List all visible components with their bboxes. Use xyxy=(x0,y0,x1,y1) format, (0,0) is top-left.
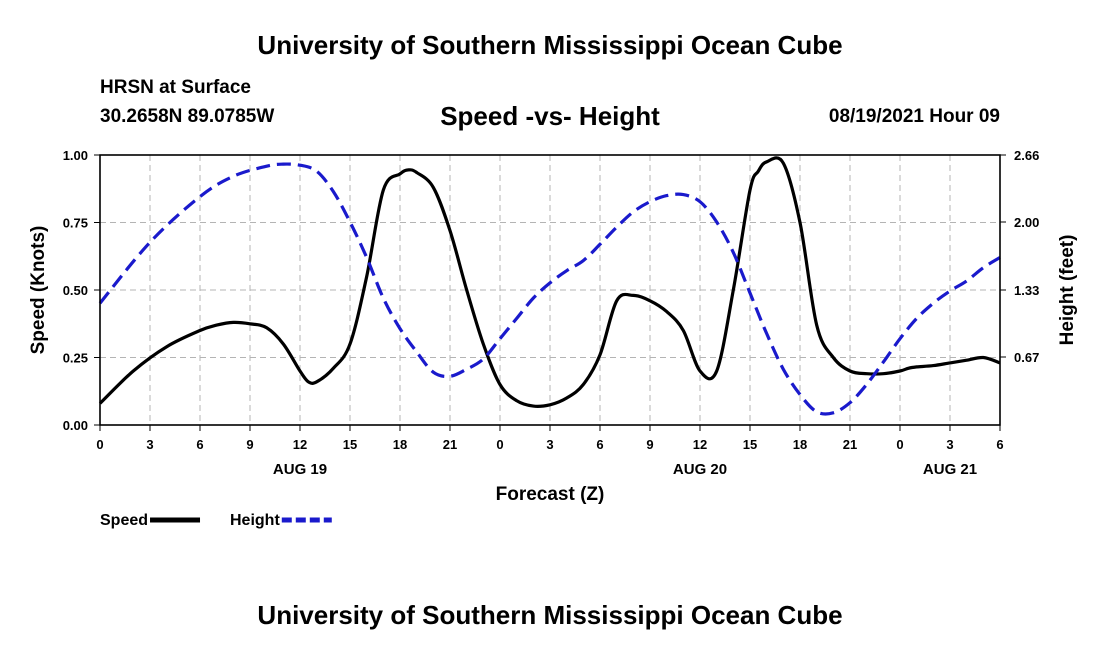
day-label: AUG 19 xyxy=(273,461,327,478)
axes-layer: 0 3 6 9 12 15 18 21 0 3 6 9 12 15 18 21 0 3 6 0.00 0.25 0.50 0… xyxy=(63,148,1040,478)
x-tick-label: 21 xyxy=(843,437,857,452)
station-label: HRSN at Surface xyxy=(100,77,251,98)
y-tick-label: 0.00 xyxy=(63,418,88,433)
y2-axis-label: Height (feet) xyxy=(1057,235,1078,346)
y-axis-label: Speed (Knots) xyxy=(28,226,49,355)
y2-tick-label: 2.00 xyxy=(1014,215,1039,230)
series-line-speed xyxy=(98,156,1001,408)
top-title: University of Southern Mississippi Ocean… xyxy=(257,30,843,60)
bottom-title: University of Southern Mississippi Ocean… xyxy=(257,600,843,630)
x-tick-label: 9 xyxy=(246,437,253,452)
x-tick-label: 6 xyxy=(196,437,203,452)
x-tick-label: 18 xyxy=(793,437,807,452)
legend-label-height: Height xyxy=(230,512,280,529)
x-tick-label: 15 xyxy=(343,437,357,452)
x-axis-label: Forecast (Z) xyxy=(496,484,605,505)
x-tick-label: 3 xyxy=(146,437,153,452)
x-tick-label: 15 xyxy=(743,437,757,452)
y-tick-label: 0.50 xyxy=(63,283,88,298)
x-tick-label: 3 xyxy=(546,437,553,452)
y-tick-label: 1.00 xyxy=(63,148,88,163)
y2-tick-label: 2.66 xyxy=(1014,148,1039,163)
x-tick-label: 12 xyxy=(693,437,707,452)
x-tick-label: 0 xyxy=(896,437,903,452)
x-tick-label: 6 xyxy=(596,437,603,452)
x-tick-label: 21 xyxy=(443,437,457,452)
forecast-datetime: 08/19/2021 Hour 09 xyxy=(828,106,1000,127)
legend-label-speed: Speed xyxy=(100,512,148,529)
x-tick-label: 18 xyxy=(393,437,407,452)
y2-tick-label: 0.67 xyxy=(1014,350,1039,365)
day-label: AUG 21 xyxy=(923,461,977,478)
y-tick-label: 0.25 xyxy=(63,351,88,366)
y-tick-label: 0.75 xyxy=(63,216,88,231)
x-tick-label: 0 xyxy=(96,437,103,452)
chart-subtitle: Speed -vs- Height xyxy=(440,101,660,131)
grid-layer xyxy=(100,155,1000,425)
station-coordinates: 30.2658N 89.0785W xyxy=(100,106,275,127)
x-tick-label: 12 xyxy=(293,437,307,452)
x-tick-label: 3 xyxy=(946,437,953,452)
x-tick-label: 6 xyxy=(996,437,1003,452)
x-tick-label: 0 xyxy=(496,437,503,452)
legend: Speed Height xyxy=(100,512,332,529)
series-layer xyxy=(98,156,1001,416)
x-tick-label: 9 xyxy=(646,437,653,452)
series-line-height xyxy=(98,162,1001,416)
day-label: AUG 20 xyxy=(673,461,727,478)
y2-tick-label: 1.33 xyxy=(1014,283,1039,298)
